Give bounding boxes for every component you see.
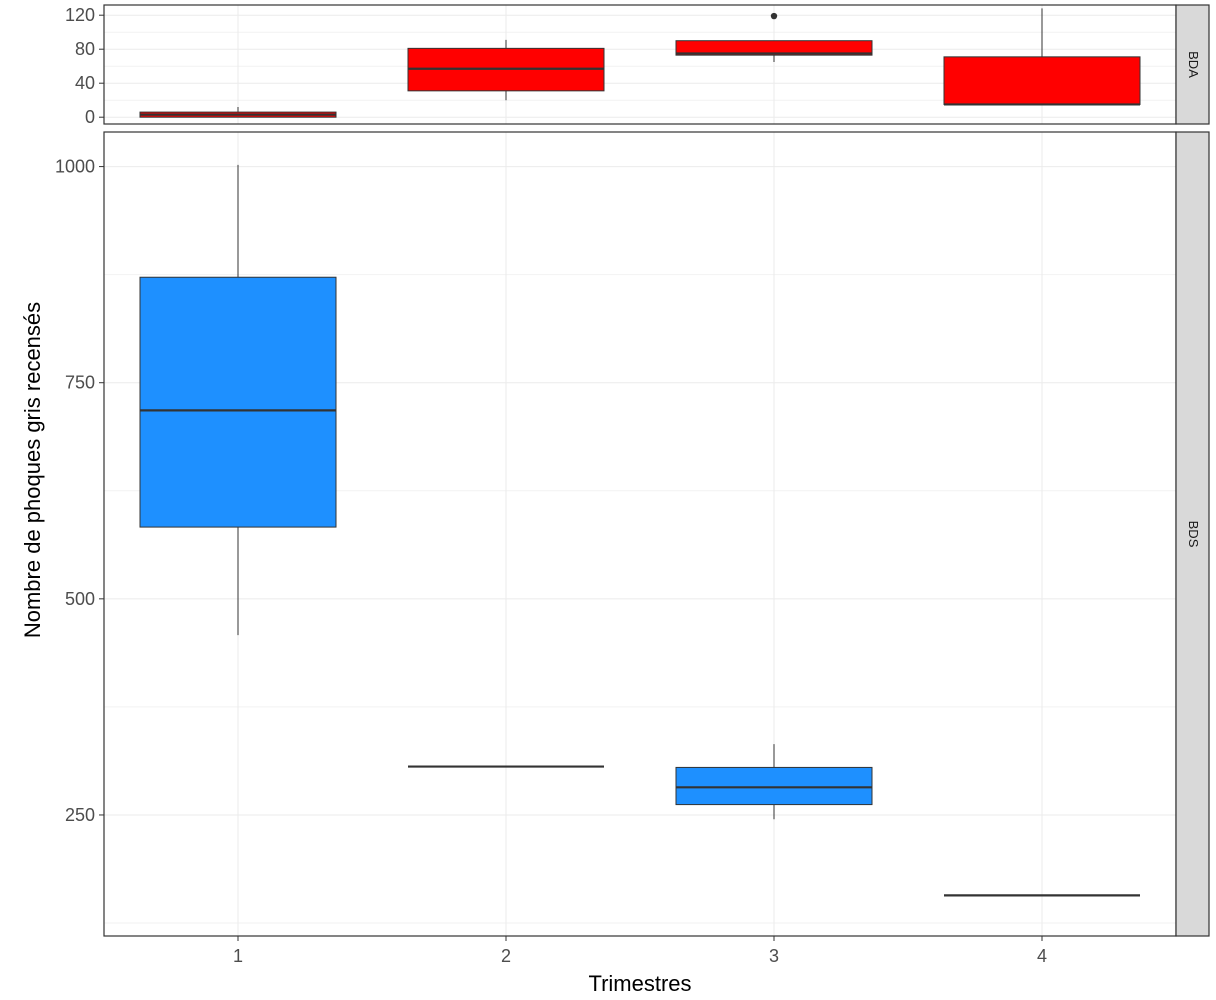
facet-strip — [1175, 4, 1210, 125]
y-tick-label: 500 — [65, 589, 95, 609]
box-bds-3 — [675, 744, 873, 820]
y-tick-label: 1000 — [55, 157, 95, 177]
y-axis-title: Nombre de phoques gris recensés — [20, 302, 45, 638]
x-tick-label: 1 — [233, 946, 243, 966]
box-body — [139, 276, 337, 528]
box-body — [675, 40, 873, 56]
y-tick-label: 40 — [75, 73, 95, 93]
x-axis-title: Trimestres — [588, 971, 691, 996]
box-bda-2 — [407, 39, 605, 101]
facet-strip-label: BDA — [1186, 51, 1201, 78]
box-bda-1 — [139, 107, 337, 118]
x-tick-label: 4 — [1037, 946, 1047, 966]
box-body — [675, 766, 873, 806]
y-tick-label: 80 — [75, 39, 95, 59]
facet-panel-bda: 0 40 80 120 BDA — [65, 4, 1210, 127]
facet-strip-label: BDS — [1186, 521, 1201, 548]
y-tick-label: 0 — [85, 107, 95, 127]
box-bda-4 — [943, 8, 1141, 106]
box-bda-3 — [675, 12, 873, 62]
y-tick-label: 750 — [65, 373, 95, 393]
y-tick-label: 250 — [65, 805, 95, 825]
x-tick-label: 3 — [769, 946, 779, 966]
y-tick-label: 120 — [65, 5, 95, 25]
x-tick-label: 2 — [501, 946, 511, 966]
box-bds-1 — [139, 164, 337, 636]
facet-strip — [1175, 131, 1210, 937]
box-body — [943, 56, 1141, 105]
panel-background — [104, 132, 1176, 936]
outlier-point — [770, 12, 778, 20]
facet-panel-bds: 250 500 750 1000 BDS — [55, 131, 1210, 937]
